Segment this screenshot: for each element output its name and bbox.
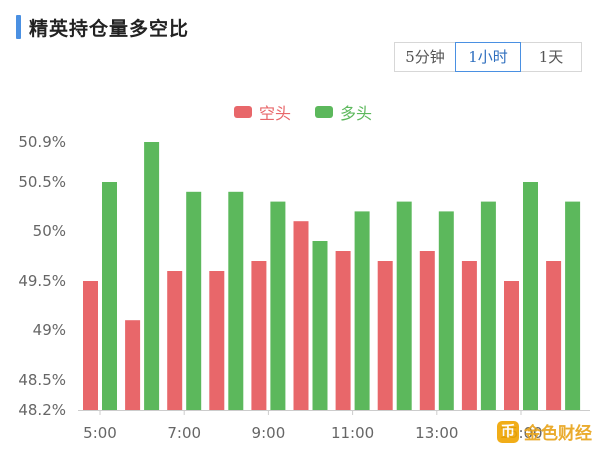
y-tick-label: 48.2% — [18, 401, 66, 419]
bar-short[interactable] — [335, 251, 351, 410]
y-tick-label: 49% — [33, 321, 66, 339]
bar-short[interactable] — [209, 271, 225, 410]
x-tick-label: 5:00 — [83, 424, 117, 442]
bar-long[interactable] — [228, 191, 244, 410]
title-accent-bar — [16, 15, 21, 39]
legend-swatch-long — [315, 106, 334, 118]
bar-short[interactable] — [293, 221, 309, 410]
bar-long[interactable] — [144, 142, 160, 410]
bar-short[interactable] — [461, 261, 477, 410]
legend-label-long: 多头 — [340, 104, 373, 123]
page-title: 精英持仓量多空比 — [29, 17, 190, 40]
bar-long[interactable] — [565, 201, 581, 410]
bar-short[interactable] — [377, 261, 393, 410]
bar-long[interactable] — [523, 182, 538, 410]
bar-long[interactable] — [480, 201, 496, 410]
tab-1-hour[interactable]: 1小时 — [455, 42, 521, 72]
bar-long[interactable] — [354, 211, 370, 410]
x-tick-label: 9:00 — [252, 424, 286, 442]
y-tick-label: 48.5% — [18, 371, 66, 389]
bar-long[interactable] — [102, 182, 117, 410]
bar-short[interactable] — [504, 281, 519, 410]
watermark-text: 金色财经 — [524, 424, 592, 444]
y-tick-label: 50% — [33, 222, 66, 240]
x-tick-label: 11:00 — [331, 424, 374, 442]
y-tick-label: 49.5% — [18, 272, 66, 290]
bar-short[interactable] — [546, 261, 562, 410]
bar-short[interactable] — [83, 281, 98, 410]
bar-long[interactable] — [312, 241, 328, 410]
legend-item-short[interactable]: 空头 — [234, 100, 291, 124]
bars-group — [83, 142, 581, 410]
y-axis: 48.2% 48.5% 49% 49.5% 50% 50.5% 50.9% — [18, 133, 66, 419]
bar-short[interactable] — [419, 251, 435, 410]
y-tick-label: 50.5% — [18, 173, 66, 191]
legend-item-long[interactable]: 多头 — [315, 100, 372, 124]
y-tick-label: 50.9% — [18, 133, 66, 151]
watermark: 币 金色财经 — [497, 419, 592, 444]
bar-long[interactable] — [186, 191, 202, 410]
bar-short[interactable] — [167, 271, 183, 410]
bar-short[interactable] — [125, 320, 141, 410]
chart-title-bar: 精英持仓量多空比 — [16, 14, 189, 40]
legend-swatch-short — [234, 106, 252, 118]
period-tabs: 5分钟 1小时 1天 — [394, 42, 582, 72]
x-tick-label: 7:00 — [167, 424, 201, 442]
x-tick-label: 13:00 — [415, 424, 458, 442]
chart-legend: 空头 多头 — [234, 100, 396, 124]
legend-label-short: 空头 — [259, 104, 292, 123]
bar-long[interactable] — [396, 201, 412, 410]
bar-long[interactable] — [438, 211, 454, 410]
bar-long[interactable] — [270, 201, 286, 410]
watermark-logo-icon: 币 — [497, 420, 519, 443]
bar-short[interactable] — [251, 261, 267, 410]
